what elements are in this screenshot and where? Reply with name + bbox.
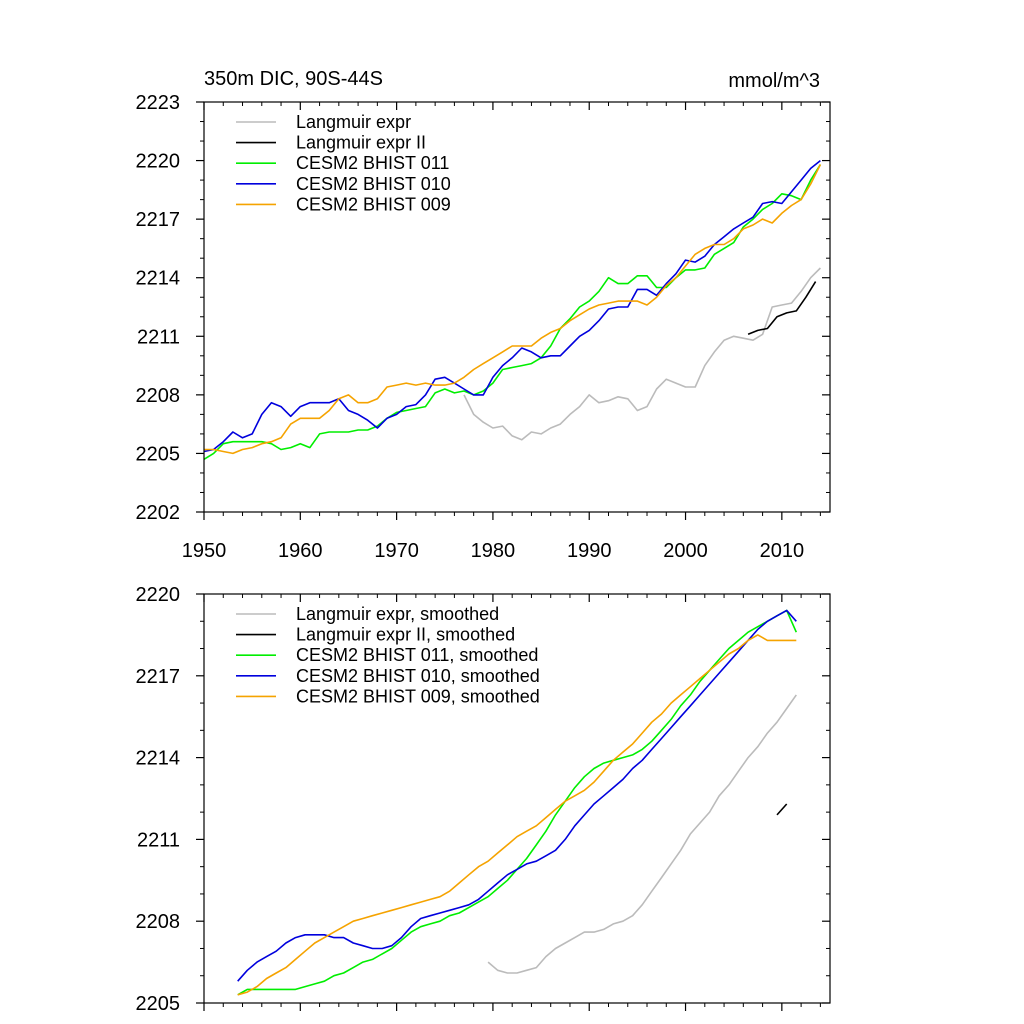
y-tick-label: 2214 bbox=[136, 748, 181, 770]
legend-label: Langmuir expr bbox=[296, 112, 411, 132]
y-tick-label: 2220 bbox=[136, 151, 181, 173]
top-plot-frame bbox=[203, 101, 831, 513]
y-tick-label: 2223 bbox=[136, 92, 181, 114]
x-tick-label: 1970 bbox=[374, 540, 419, 562]
x-tick-label: 1960 bbox=[278, 540, 323, 562]
series-line-2 bbox=[747, 281, 817, 336]
legend-label: Langmuir expr II bbox=[296, 133, 426, 153]
series-line-4 bbox=[203, 159, 821, 453]
legend-label: Langmuir expr, smoothed bbox=[296, 604, 499, 624]
legend-label: Langmuir expr II, smoothed bbox=[296, 625, 515, 645]
top-axis-ticks: 2202 2205 2208 2211 2214 2217 2220 2223 1950 1960… bbox=[136, 92, 830, 562]
y-tick-label: 2211 bbox=[137, 829, 180, 851]
legend-label: CESM2 BHIST 011 bbox=[296, 153, 449, 173]
x-tick-label: 1950 bbox=[182, 540, 227, 562]
top-series-lines bbox=[203, 159, 822, 460]
legend-label: CESM2 BHIST 010 bbox=[296, 174, 451, 194]
series-line-5 bbox=[237, 634, 797, 996]
y-tick-label: 2217 bbox=[136, 666, 181, 688]
legend-label: CESM2 BHIST 011, smoothed bbox=[296, 645, 538, 665]
y-tick-label: 2208 bbox=[136, 911, 181, 933]
bottom-axis-ticks: 2205 2208 2211 2214 2217 2220 bbox=[136, 584, 830, 1015]
legend-label: CESM2 BHIST 010, smoothed bbox=[296, 666, 540, 686]
series-line-5 bbox=[204, 164, 822, 455]
x-tick-label: 1980 bbox=[471, 540, 516, 562]
chart-title: 350m DIC, 90S-44S bbox=[204, 68, 383, 90]
series-line-3 bbox=[203, 164, 822, 460]
y-tick-label: 2217 bbox=[136, 209, 181, 231]
series-line-1 bbox=[463, 267, 821, 441]
legend-label: CESM2 BHIST 009, smoothed bbox=[296, 686, 540, 706]
series-line-2 bbox=[776, 803, 788, 816]
y-tick-label: 2202 bbox=[136, 502, 181, 524]
series-line-1 bbox=[487, 694, 797, 974]
bottom-series-lines bbox=[237, 609, 798, 996]
x-tick-label: 2000 bbox=[663, 540, 708, 562]
bottom-plot-frame bbox=[203, 593, 831, 1004]
y-tick-label: 2220 bbox=[136, 584, 181, 606]
units-label: mmol/m^3 bbox=[728, 70, 820, 92]
x-tick-label: 2010 bbox=[760, 540, 805, 562]
y-tick-label: 2205 bbox=[136, 443, 181, 465]
x-tick-label: 1990 bbox=[567, 540, 612, 562]
bottom-panel: 2205 2208 2211 2214 2217 2220 Langmuir expr, … bbox=[136, 584, 831, 1015]
y-tick-label: 2208 bbox=[136, 385, 181, 407]
y-tick-label: 2211 bbox=[137, 326, 180, 348]
top-panel: 350m DIC, 90S-44S mmol/m^3 2202220522082… bbox=[136, 68, 831, 562]
y-tick-label: 2214 bbox=[136, 268, 181, 290]
legend-label: CESM2 BHIST 009 bbox=[296, 194, 451, 214]
y-tick-label: 2205 bbox=[136, 993, 181, 1015]
series-line-4 bbox=[237, 609, 797, 982]
